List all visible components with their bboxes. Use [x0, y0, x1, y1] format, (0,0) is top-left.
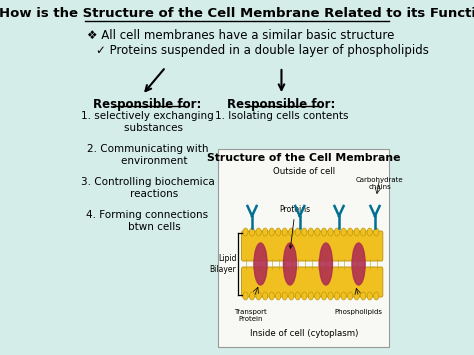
Circle shape — [282, 228, 287, 236]
Text: Transport
Protein: Transport Protein — [234, 309, 267, 322]
Ellipse shape — [352, 243, 365, 285]
Circle shape — [256, 228, 261, 236]
Circle shape — [263, 292, 268, 300]
Circle shape — [315, 292, 320, 300]
Circle shape — [367, 228, 373, 236]
Circle shape — [367, 292, 373, 300]
Text: 4. Forming connections
    btwn cells: 4. Forming connections btwn cells — [86, 210, 209, 231]
Text: Structure of the Cell Membrane: Structure of the Cell Membrane — [207, 153, 401, 163]
Circle shape — [302, 228, 307, 236]
Text: Proteins: Proteins — [280, 205, 311, 248]
Ellipse shape — [319, 243, 332, 285]
Circle shape — [243, 292, 248, 300]
Circle shape — [354, 228, 359, 236]
Circle shape — [328, 228, 333, 236]
Circle shape — [243, 228, 248, 236]
Text: Responsible for:: Responsible for: — [93, 98, 201, 111]
Circle shape — [295, 292, 301, 300]
Text: Inside of cell (cytoplasm): Inside of cell (cytoplasm) — [249, 329, 358, 338]
Circle shape — [269, 292, 274, 300]
Text: ❖ All cell membranes have a similar basic structure: ❖ All cell membranes have a similar basi… — [87, 29, 395, 42]
Ellipse shape — [283, 243, 297, 285]
Ellipse shape — [254, 243, 267, 285]
Circle shape — [321, 292, 327, 300]
Text: 3. Controlling biochemica
    reactions: 3. Controlling biochemica reactions — [81, 177, 214, 198]
FancyBboxPatch shape — [218, 149, 389, 347]
Circle shape — [256, 292, 261, 300]
Circle shape — [335, 228, 340, 236]
Text: Carbohydrate
chains: Carbohydrate chains — [356, 177, 403, 190]
Circle shape — [361, 228, 366, 236]
Circle shape — [354, 292, 359, 300]
Circle shape — [347, 292, 353, 300]
Text: 1. selectively exchanging
    substances: 1. selectively exchanging substances — [81, 111, 214, 133]
Text: Responsible for:: Responsible for: — [227, 98, 336, 111]
Circle shape — [374, 228, 379, 236]
Text: Phospholipids: Phospholipids — [335, 309, 383, 315]
Circle shape — [289, 292, 294, 300]
Text: 1. Isolating cells contents: 1. Isolating cells contents — [215, 111, 348, 121]
Circle shape — [289, 228, 294, 236]
Circle shape — [374, 292, 379, 300]
Text: Outside of cell: Outside of cell — [273, 167, 335, 176]
Circle shape — [341, 292, 346, 300]
Circle shape — [269, 228, 274, 236]
Circle shape — [282, 292, 287, 300]
Circle shape — [249, 292, 255, 300]
Circle shape — [321, 228, 327, 236]
Circle shape — [275, 228, 281, 236]
Circle shape — [335, 292, 340, 300]
Circle shape — [347, 228, 353, 236]
FancyBboxPatch shape — [242, 267, 383, 297]
Circle shape — [308, 292, 313, 300]
Circle shape — [308, 228, 313, 236]
Text: 2. Communicating with
    environment: 2. Communicating with environment — [87, 144, 208, 165]
Circle shape — [315, 228, 320, 236]
Text: ✓ Proteins suspended in a double layer of phospholipids: ✓ Proteins suspended in a double layer o… — [96, 44, 429, 57]
Circle shape — [275, 292, 281, 300]
Circle shape — [361, 292, 366, 300]
Circle shape — [341, 228, 346, 236]
Text: 5.1 How is the Structure of the Cell Membrane Related to its Function?: 5.1 How is the Structure of the Cell Mem… — [0, 7, 474, 20]
Circle shape — [249, 228, 255, 236]
FancyBboxPatch shape — [242, 231, 383, 261]
Circle shape — [302, 292, 307, 300]
Circle shape — [295, 228, 301, 236]
Text: Lipid
Bilayer: Lipid Bilayer — [210, 254, 237, 274]
Circle shape — [328, 292, 333, 300]
Circle shape — [263, 228, 268, 236]
